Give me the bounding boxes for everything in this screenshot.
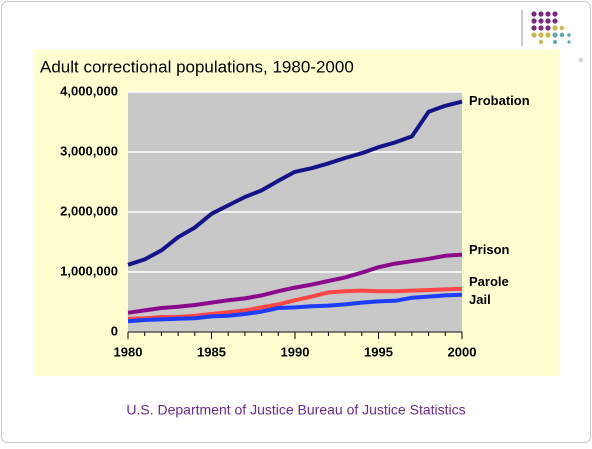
x-tick-label: 2000 <box>448 344 477 359</box>
y-tick-label: 1,000,000 <box>60 263 118 278</box>
y-tick-label: 0 <box>111 323 118 338</box>
footer: U.S. Department of Justice Bureau of Jus… <box>126 402 465 418</box>
series-label: Parole <box>469 274 509 289</box>
x-tick-label: 1995 <box>364 344 393 359</box>
y-tick-label: 3,000,000 <box>60 143 118 158</box>
series-label: Probation <box>469 93 530 108</box>
y-tick-label: 2,000,000 <box>60 203 118 218</box>
x-tick-label: 1980 <box>114 344 143 359</box>
slide: Adult correctional populations, 1980-200… <box>0 0 592 444</box>
series-label: Prison <box>469 242 510 257</box>
page: Adult correctional populations, 1980-200… <box>0 0 592 444</box>
chart-title: Adult correctional populations, 1980-200… <box>40 57 354 76</box>
x-tick-label: 1990 <box>281 344 310 359</box>
x-tick-label: 1985 <box>197 344 226 359</box>
y-tick-label: 4,000,000 <box>60 83 118 98</box>
series-label: Jail <box>469 292 491 307</box>
